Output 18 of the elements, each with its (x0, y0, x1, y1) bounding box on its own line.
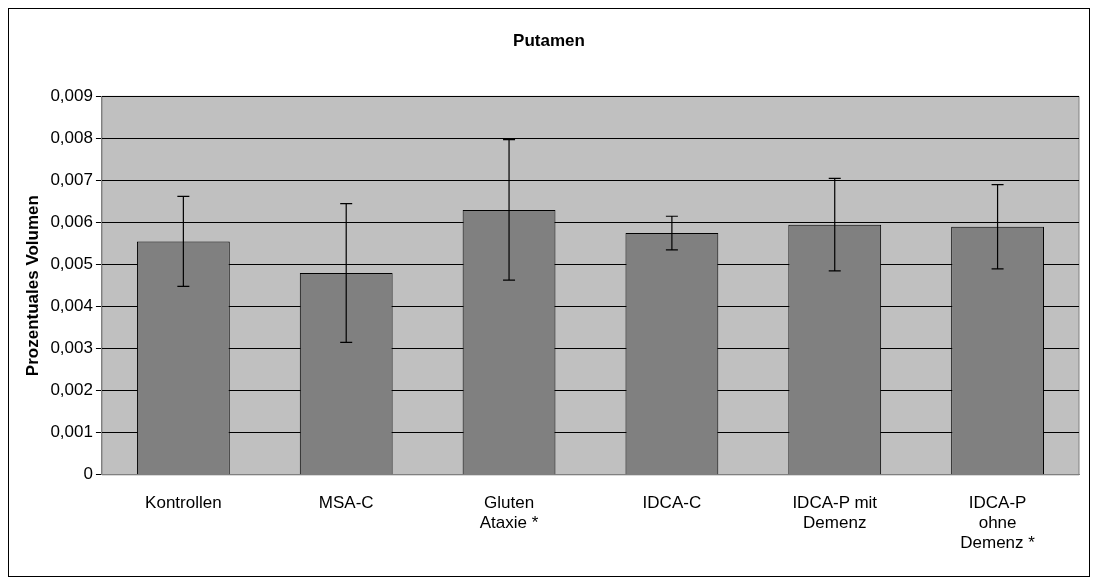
x-tick-label: IDCA-P ohne Demenz * (960, 492, 1036, 553)
y-tick-label: 0 (83, 464, 93, 484)
x-tick-label: Kontrollen (145, 492, 222, 512)
x-tick-label: MSA-C (318, 492, 374, 512)
y-tick-label: 0,004 (50, 296, 93, 316)
y-tick-label: 0,006 (50, 212, 93, 232)
x-tick-label: Gluten Ataxie * (479, 492, 539, 533)
y-tick-label: 0,007 (50, 170, 93, 190)
y-tick-label: 0,002 (50, 380, 93, 400)
y-tick-label: 0,009 (50, 86, 93, 106)
y-tick-label: 0,003 (50, 338, 93, 358)
x-tick-label: IDCA-C (642, 492, 702, 512)
x-tick-label: IDCA-P mit Demenz (792, 492, 878, 533)
chart-title: Putamen (513, 30, 585, 50)
y-axis-title: Prozentuales Volumen (22, 195, 42, 377)
y-tick-label: 0,008 (50, 128, 93, 148)
y-tick-label: 0,001 (50, 422, 93, 442)
y-tick-label: 0,005 (50, 254, 93, 274)
